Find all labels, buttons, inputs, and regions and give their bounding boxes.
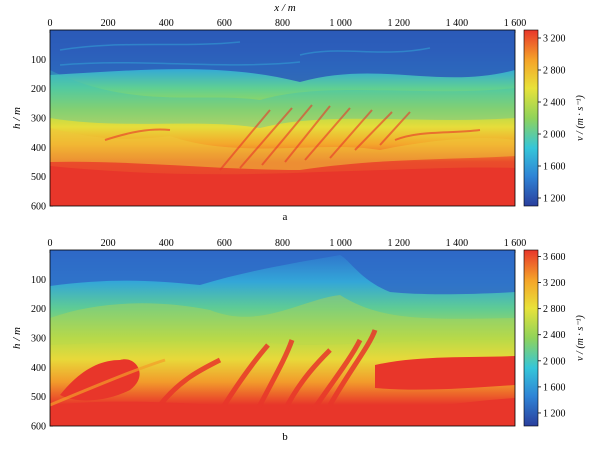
panel-a-y-axis-title: h / m xyxy=(11,107,23,129)
panel-b-y-axis-title: h / m xyxy=(11,327,23,349)
colorbar-tick-label: 1 200 xyxy=(543,408,566,419)
x-tick-label: 800 xyxy=(275,18,290,29)
panel-b-caption: b xyxy=(282,431,288,443)
x-tick-label: 1 000 xyxy=(329,18,352,29)
y-tick-label: 400 xyxy=(31,363,46,374)
x-tick-label: 200 xyxy=(101,18,116,29)
colorbar-tick-label: 3 200 xyxy=(543,34,566,45)
y-tick-label: 300 xyxy=(31,334,46,345)
x-tick-label: 800 xyxy=(275,238,290,249)
y-tick-label: 200 xyxy=(31,304,46,315)
x-tick-label: 1 200 xyxy=(388,238,411,249)
y-tick-label: 600 xyxy=(31,422,46,433)
colorbar-tick-label: 2 400 xyxy=(543,330,566,341)
y-tick-label: 500 xyxy=(31,392,46,403)
panel-a-colorbar-title: v / (m · s⁻¹) xyxy=(575,94,586,140)
colorbar-tick-label: 3 200 xyxy=(543,278,566,289)
y-tick-label: 400 xyxy=(31,143,46,154)
x-tick-label: 1 400 xyxy=(446,18,469,29)
x-tick-label: 1 600 xyxy=(504,238,527,249)
panel-a-heatmap xyxy=(50,30,515,206)
x-tick-label: 600 xyxy=(217,18,232,29)
x-tick-label: 1 600 xyxy=(504,18,527,29)
x-tick-label: 400 xyxy=(159,238,174,249)
colorbar-tick-label: 2 000 xyxy=(543,356,566,367)
x-tick-label: 200 xyxy=(101,238,116,249)
y-tick-label: 200 xyxy=(31,84,46,95)
panel-b-colorbar xyxy=(523,249,539,427)
y-tick-label: 600 xyxy=(31,202,46,213)
panel-b-heatmap xyxy=(50,250,515,426)
colorbar-tick-label: 1 600 xyxy=(543,162,566,173)
y-tick-label: 100 xyxy=(31,55,46,66)
colorbar-tick-label: 2 800 xyxy=(543,304,566,315)
colorbar-tick-label: 2 000 xyxy=(543,130,566,141)
y-tick-label: 100 xyxy=(31,275,46,286)
panel-a-caption: a xyxy=(283,211,288,223)
panel-a-x-ticks: 0 200 400 600 800 1 000 1 200 1 400 1 600 xyxy=(48,18,527,33)
x-tick-label: 1 000 xyxy=(329,238,352,249)
x-tick-label: 0 xyxy=(48,18,53,29)
panel-a-colorbar xyxy=(523,29,539,207)
panel-b-colorbar-title: v / (m · s⁻¹) xyxy=(575,314,586,360)
panel-b: 0 200 400 600 800 1 000 1 200 1 400 1 600 100 200… xyxy=(11,238,586,443)
panel-a-x-axis-title: x / m xyxy=(273,2,295,14)
x-tick-label: 0 xyxy=(48,238,53,249)
x-tick-label: 1 400 xyxy=(446,238,469,249)
colorbar-tick-label: 1 600 xyxy=(543,382,566,393)
panel-b-colorbar-ticks: 3 600 3 200 2 800 2 400 2 000 1 600 1 200 xyxy=(538,252,566,419)
x-tick-label: 400 xyxy=(159,18,174,29)
y-tick-label: 300 xyxy=(31,114,46,125)
y-tick-label: 500 xyxy=(31,172,46,183)
x-tick-label: 1 200 xyxy=(388,18,411,29)
panel-a-plot-frame xyxy=(49,29,516,207)
panel-a-colorbar-ticks: 3 200 2 800 2 400 2 000 1 600 1 200 xyxy=(538,34,566,205)
colorbar-tick-label: 3 600 xyxy=(543,252,566,263)
panel-b-plot-frame xyxy=(49,249,516,427)
colorbar-tick-label: 2 400 xyxy=(543,98,566,109)
x-tick-label: 600 xyxy=(217,238,232,249)
colorbar-tick-label: 2 800 xyxy=(543,66,566,77)
panel-a: x / m 0 200 400 600 800 1 000 1 200 1 400 1 600 … xyxy=(11,2,586,223)
colorbar-tick-label: 1 200 xyxy=(543,194,566,205)
